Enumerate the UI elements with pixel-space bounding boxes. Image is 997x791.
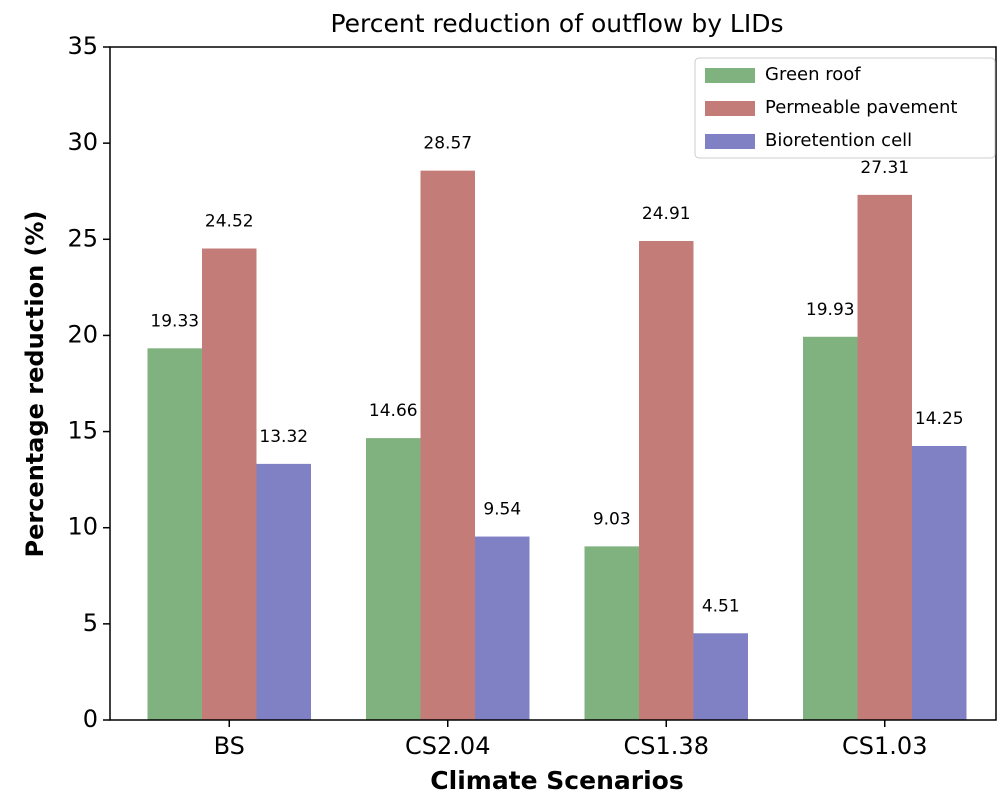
legend-swatch [705,101,755,116]
bar [803,336,858,720]
value-label: 9.54 [483,500,521,520]
bar [256,463,311,720]
x-tick-label: CS1.38 [624,732,709,760]
value-label: 4.51 [702,596,740,616]
x-tick-label: BS [214,732,245,760]
bar [147,348,202,720]
value-label: 27.31 [860,158,909,178]
bar [857,194,912,720]
value-label: 13.32 [259,427,308,447]
bar [202,248,257,720]
y-tick-label: 0 [83,705,98,733]
bar [366,438,421,720]
y-tick-label: 25 [67,224,98,252]
legend-box [694,57,996,159]
bar [639,241,694,720]
x-tick-label: CS2.04 [405,732,490,760]
legend-swatch [705,68,755,83]
value-label: 9.03 [593,509,631,529]
bar [912,445,967,720]
x-tick-label: CS1.03 [842,732,927,760]
legend-label: Bioretention cell [765,130,912,151]
x-axis-label: Climate Scenarios [430,766,683,791]
plot-frame [109,46,997,721]
legend-label: Green roof [765,64,861,85]
bar [693,633,748,720]
y-tick-label: 5 [83,609,98,637]
value-label: 14.66 [369,401,418,421]
value-label: 19.33 [150,311,199,331]
y-tick-label: 15 [67,417,98,445]
y-tick-label: 35 [67,32,98,60]
y-tick-label: 20 [67,320,98,348]
chart-title: Percent reduction of outflow by LIDs [330,9,783,38]
y-tick-label: 10 [67,513,98,541]
value-label: 24.91 [642,204,691,224]
value-label: 19.93 [806,300,855,320]
bar [475,536,530,720]
bar [420,170,475,720]
legend-label: Permeable pavement [765,97,958,118]
bar [584,546,639,720]
value-label: 24.52 [205,212,254,232]
y-axis-label: Percentage reduction (%) [21,211,49,558]
value-label: 14.25 [915,409,964,429]
legend-swatch [705,134,755,149]
y-tick-label: 30 [67,128,98,156]
value-label: 28.57 [423,134,472,154]
